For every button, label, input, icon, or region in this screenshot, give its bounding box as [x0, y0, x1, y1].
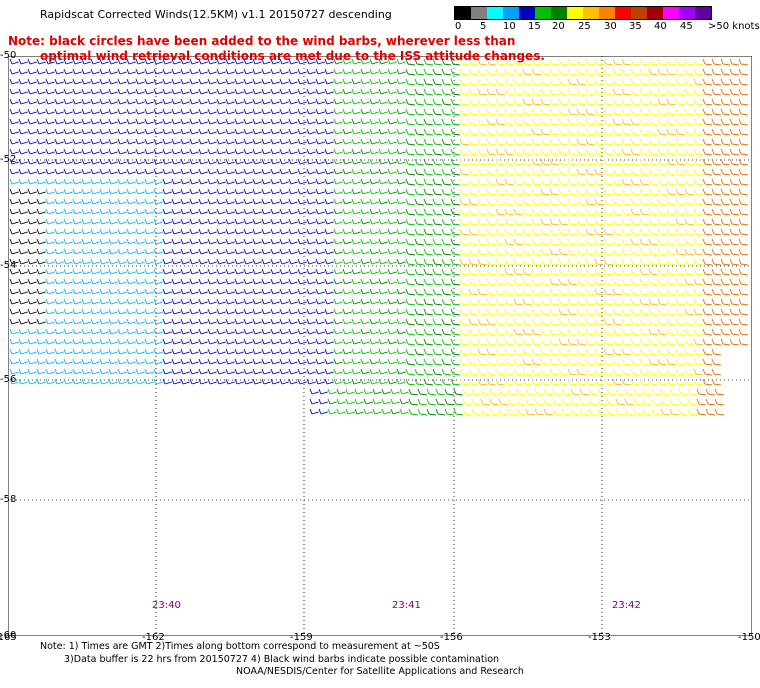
time-label: 23:42 — [612, 600, 641, 611]
longitude-label: -162 — [142, 632, 165, 643]
latitude-label: -56 — [0, 374, 17, 385]
colorbar-label: 35 — [629, 21, 642, 32]
map-title: Rapidscat Corrected Winds(12.5KM) v1.1 2… — [40, 8, 392, 21]
note-line-2: optimal wind retrieval conditions are me… — [40, 49, 545, 63]
longitude-label: -159 — [290, 632, 313, 643]
colorbar-swatch — [615, 7, 631, 19]
colorbar-swatch — [583, 7, 599, 19]
colorbar-swatch — [519, 7, 535, 19]
longitude-label: -153 — [588, 632, 611, 643]
colorbar-label: 15 — [528, 21, 541, 32]
colorbar-label: 40 — [654, 21, 667, 32]
contamination-note: Note: black circles have been added to t… — [8, 34, 545, 64]
colorbar-swatch — [567, 7, 583, 19]
colorbar-label: >50 knots — [708, 21, 760, 32]
colorbar-swatch — [535, 7, 551, 19]
footnote-line-1: Note: 1) Times are GMT 2)Times along bot… — [40, 641, 440, 652]
footnote-line-2: 3)Data buffer is 22 hrs from 20150727 4)… — [64, 654, 500, 665]
colorbar-swatch — [599, 7, 615, 19]
note-line-1: Note: black circles have been added to t… — [8, 34, 516, 48]
colorbar-swatch — [631, 7, 647, 19]
colorbar-label: 45 — [680, 21, 693, 32]
wind-barb-map — [8, 56, 752, 636]
longitude-label: -165 — [0, 632, 17, 643]
colorbar-label: 5 — [480, 21, 487, 32]
colorbar-swatch — [551, 7, 567, 19]
colorbar-swatch — [503, 7, 519, 19]
colorbar-swatch — [695, 7, 711, 19]
wind-speed-colorbar — [454, 6, 712, 20]
colorbar-swatch — [679, 7, 695, 19]
colorbar-label: 20 — [552, 21, 565, 32]
colorbar-label: 25 — [578, 21, 591, 32]
latitude-label: -60 — [0, 630, 17, 641]
latitude-label: -58 — [0, 494, 17, 505]
colorbar-swatch — [455, 7, 471, 19]
colorbar-swatch — [647, 7, 663, 19]
time-label: 23:40 — [152, 600, 181, 611]
latitude-label: -52 — [0, 154, 17, 165]
time-label: 23:41 — [392, 600, 421, 611]
colorbar-swatch — [471, 7, 487, 19]
latitude-label: -54 — [0, 260, 17, 271]
longitude-label: -156 — [440, 632, 463, 643]
longitude-label: -150 — [738, 632, 760, 643]
wind-barbs — [9, 58, 748, 416]
credit-line: NOAA/NESDIS/Center for Satellite Applica… — [236, 666, 524, 677]
latitude-label: -50 — [0, 50, 17, 61]
colorbar-label: 0 — [455, 21, 462, 32]
colorbar-label: 30 — [604, 21, 617, 32]
colorbar-swatch — [487, 7, 503, 19]
colorbar-label: 10 — [503, 21, 516, 32]
footnotes: Note: 1) Times are GMT 2)Times along bot… — [40, 640, 499, 666]
colorbar-swatch — [663, 7, 679, 19]
